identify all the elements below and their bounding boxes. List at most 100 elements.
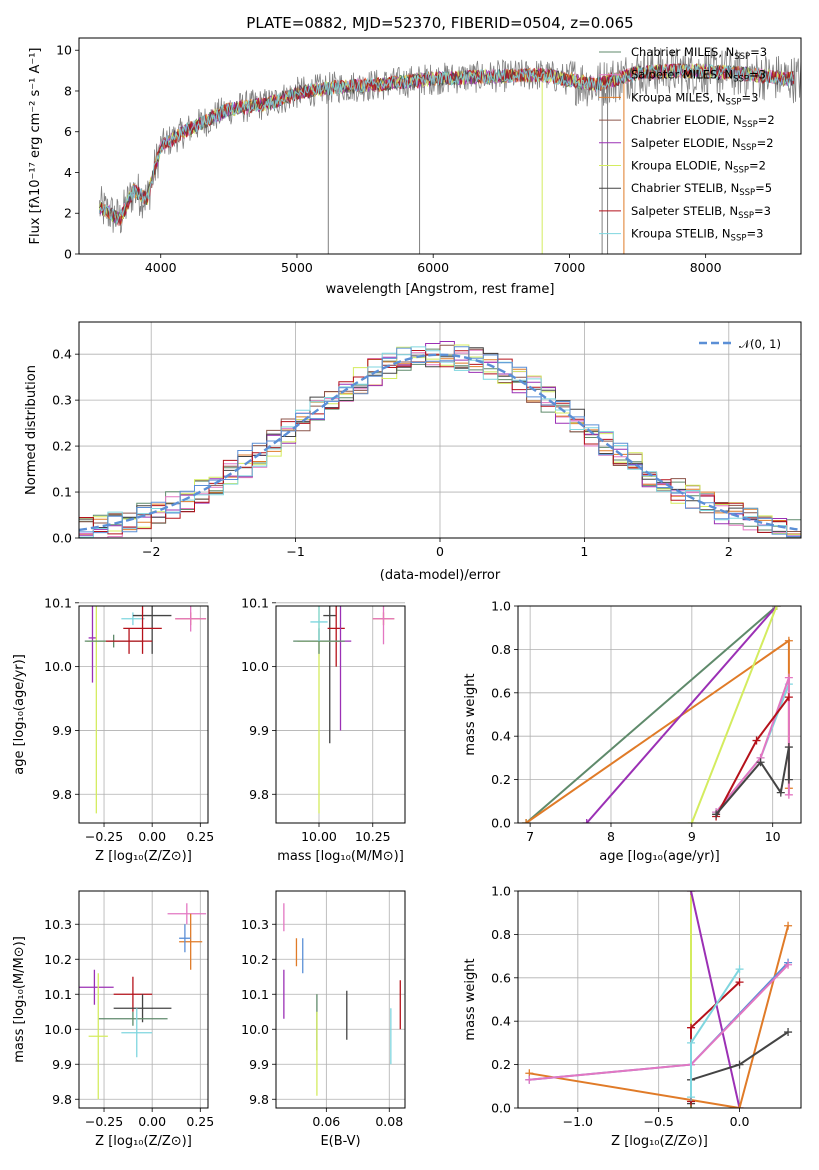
y-tick-label: 0.1: [52, 485, 72, 500]
x-tick-label: 0.00: [138, 1114, 166, 1129]
legend-subscript: SSP: [733, 166, 749, 176]
legend-label: Salpeter MILES, N: [631, 68, 733, 82]
y-tick-label: 10.0: [241, 1022, 269, 1037]
weight-series-line: [529, 925, 790, 1108]
legend-subscript: SSP: [741, 143, 757, 153]
legend-label: Kroupa MILES, N: [631, 90, 726, 104]
x-tick-label: 10: [765, 829, 781, 844]
legend-label: Kroupa STELIB, N: [631, 227, 731, 241]
x-tick-label: 0.08: [375, 1114, 403, 1129]
weight-series-line: [585, 606, 778, 823]
y-tick-label: 0.4: [52, 347, 72, 362]
legend-subscript: SSP: [742, 120, 758, 130]
weight-point-marker: [752, 736, 761, 745]
x-tick-label: 0.25: [186, 1114, 214, 1129]
x-tick-label: −2: [142, 544, 160, 559]
errorbars: [79, 903, 207, 1100]
x-tick-label: −0.25: [85, 1114, 123, 1129]
legend-entry: Kroupa MILES, NSSP=3: [631, 90, 758, 107]
weight-point-marker: [687, 1038, 696, 1047]
y-tick-label: 0.2: [491, 772, 511, 787]
legend-subscript: SSP: [734, 52, 750, 62]
x-tick-label: 1: [580, 544, 588, 559]
weight-point-marker: [784, 636, 793, 645]
x-axis-label: Z [log₁₀(Z/Z⊙)]: [611, 1134, 708, 1149]
x-tick-label: 10.00: [301, 829, 337, 844]
y-tick-label: 10.0: [241, 659, 269, 674]
legend-label: Chabrier STELIB, N: [631, 181, 739, 195]
weight-point-marker: [582, 819, 591, 823]
weight-point-marker: [776, 788, 785, 797]
y-axis-label: Normed distribution: [24, 365, 39, 495]
legend-tail: =3: [746, 227, 763, 241]
legend-entry: Chabrier STELIB, NSSP=5: [631, 181, 772, 198]
mass-vs-ebv-panel: 0.06 0.08 9.8 9.9 10.0 10.1 10.2 10.3 E(B-V): [241, 890, 406, 1149]
model-fit-line: [98, 64, 794, 224]
y-tick-label: 10.0: [44, 1022, 72, 1037]
weight-point-marker: [712, 810, 721, 819]
legend-subscript: SSP: [738, 211, 754, 221]
legend-entry: Salpeter ELODIE, NSSP=2: [631, 136, 774, 153]
axes-frame: [78, 37, 802, 255]
weight-point-marker: [687, 1023, 696, 1032]
model-fit-line: [98, 62, 794, 223]
weight-point-marker: [735, 1104, 744, 1108]
axes-frame: [275, 890, 406, 1109]
y-tick-label: 0.6: [491, 685, 511, 700]
axes-frame: [517, 890, 802, 1109]
x-tick-label: 8000: [690, 260, 722, 275]
errorbars: [283, 903, 401, 1096]
legend-subscript: SSP: [739, 188, 755, 198]
weight-series-line: [525, 638, 790, 823]
mass-weight-vs-metallicity-panel: −1.0 −0.5 0.0 0.0 0.2 0.4 0.6 0.8 1.0 Z [log₁₀(Z/…: [463, 884, 802, 1149]
legend-label: Salpeter ELODIE, N: [631, 136, 741, 150]
weight-point-marker: [522, 819, 531, 823]
weight-point-marker: [735, 1060, 744, 1069]
x-tick-label: 10.25: [355, 829, 391, 844]
mass-vs-metallicity-panel: −0.25 0.00 0.25 9.8 9.9 10.0 10.1 10.2 10.3 Z [lo…: [12, 890, 214, 1149]
axes-frame: [78, 321, 802, 539]
legend-entry: Kroupa STELIB, NSSP=3: [631, 227, 763, 244]
x-axis-label: age [log₁₀(age/yr)]: [599, 849, 720, 864]
legend-entry: Chabrier ELODIE, NSSP=2: [631, 113, 775, 130]
weight-point-marker: [784, 960, 793, 969]
weight-point-marker: [687, 891, 696, 895]
x-tick-label: 9: [688, 829, 696, 844]
x-tick-label: 0: [436, 544, 444, 559]
legend-tail: =3: [741, 90, 758, 104]
y-axis-label: mass weight: [463, 958, 478, 1040]
weight-point-marker: [784, 673, 793, 682]
axes-frame: [275, 605, 406, 824]
weight-series-line: [690, 891, 741, 1108]
y-tick-label: 2: [64, 206, 72, 221]
y-tick-label: 9.9: [249, 1057, 269, 1072]
x-tick-label: 5000: [281, 260, 313, 275]
x-tick-label: 8: [607, 829, 615, 844]
legend-subscript: SSP: [731, 234, 747, 244]
legend-tail: =2: [749, 159, 766, 173]
weight-point-marker: [687, 1093, 696, 1102]
y-tick-label: 0.0: [491, 1101, 511, 1116]
x-tick-label: 4000: [145, 260, 177, 275]
y-tick-label: 10.1: [241, 987, 269, 1002]
gaussian-curve: [79, 353, 801, 532]
legend-label: Kroupa ELODIE, N: [631, 159, 733, 173]
y-tick-label: 4: [64, 165, 72, 180]
y-tick-label: 1.0: [491, 599, 511, 614]
age-vs-mass-panel: 10.00 10.25 9.8 9.9 10.0 10.1 mass [log₁₀(M/M⊙…: [241, 595, 406, 864]
y-tick-label: 10.2: [44, 952, 72, 967]
y-axis-label: mass weight: [463, 673, 478, 755]
weight-series-line: [715, 677, 790, 813]
x-axis-label: Z [log₁₀(Z/Z⊙)]: [95, 849, 192, 864]
weight-point-marker: [687, 819, 696, 823]
weight-point-marker: [756, 758, 765, 767]
y-tick-label: 0.4: [491, 1014, 511, 1029]
weight-series-line: [690, 606, 778, 823]
x-tick-label: −1.0: [563, 1114, 593, 1129]
weight-point-marker: [784, 693, 793, 702]
legend-entry: Chabrier MILES, NSSP=3: [631, 45, 767, 62]
y-axis-label: mass [log₁₀(M/M⊙)]: [12, 936, 27, 1063]
y-tick-label: 10.3: [44, 917, 72, 932]
mass-weight-vs-age-panel: 7 8 9 10 0.0 0.2 0.4 0.6 0.8 1.0 age [log₁₀(age/yr…: [463, 599, 802, 864]
